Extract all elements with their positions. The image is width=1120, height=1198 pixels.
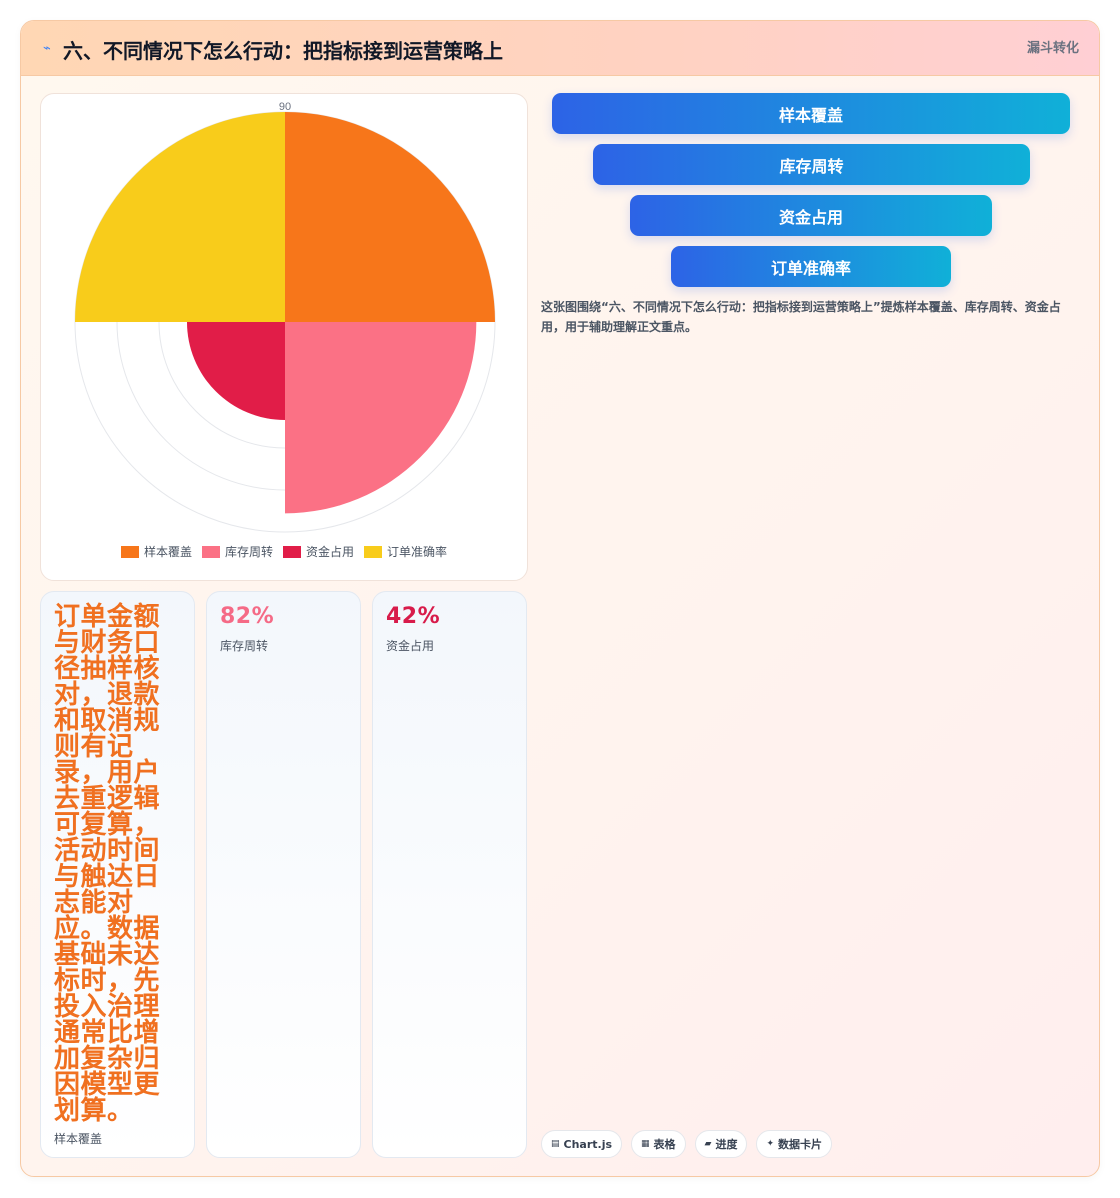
stat-card-capital-occupation: 42% 资金占用 <box>372 591 527 1158</box>
funnel-step-3: 资金占用 <box>630 195 992 236</box>
tag-chartjs[interactable]: ▤ Chart.js <box>541 1130 623 1158</box>
tag-progress[interactable]: ▰ 进度 <box>694 1130 748 1158</box>
trend-line-icon: ⌁ <box>43 41 51 56</box>
funnel-step-4: 订单准确率 <box>671 246 951 287</box>
legend-swatch <box>201 545 220 558</box>
chart-icon: ▤ <box>551 1139 560 1149</box>
stat-card-value: 82% <box>220 604 275 629</box>
tag-label: 进度 <box>715 1138 738 1151</box>
polar-wedge-4[interactable] <box>75 112 285 322</box>
stat-card-label: 库存周转 <box>220 639 269 653</box>
legend-label: 订单准确率 <box>387 545 448 559</box>
legend-label: 资金占用 <box>306 545 355 559</box>
tag-label: Chart.js <box>563 1137 613 1151</box>
section-header: ⌁ 六、不同情况下怎么行动：把指标接到运营策略上 漏斗转化 <box>21 21 1099 76</box>
section-title: 六、不同情况下怎么行动：把指标接到运营策略上 <box>63 39 503 63</box>
legend-swatch <box>120 545 139 558</box>
stat-card-value: 42% <box>386 604 441 629</box>
legend-label: 库存周转 <box>224 545 273 559</box>
polar-wedge-2[interactable] <box>285 322 477 514</box>
tag-label: 表格 <box>653 1138 676 1151</box>
funnel-step-2: 库存周转 <box>593 144 1030 185</box>
tag-data-card[interactable]: ✦ 数据卡片 <box>756 1130 833 1158</box>
polar-area-chart: 90 样本覆盖 库存周转 资金占用 订单准确率 <box>40 93 528 581</box>
funnel-step-1: 样本覆盖 <box>552 93 1070 134</box>
legend-item[interactable]: 资金占用 <box>283 543 354 560</box>
chart-type-tag: 漏斗转化 <box>1026 41 1079 56</box>
legend-swatch <box>364 545 383 558</box>
polar-area-svg: 90 <box>74 101 496 533</box>
legend-label: 样本覆盖 <box>143 545 192 559</box>
stat-card-value: 订单金额与财务口径抽样核对，退款和取消规则有记录，用户去重逻辑可复算，活动时间与… <box>54 602 161 1126</box>
data-card-icon: ✦ <box>766 1139 775 1149</box>
legend-swatch <box>283 545 301 558</box>
progress-icon: ▰ <box>704 1139 712 1149</box>
main-card: ⌁ 六、不同情况下怎么行动：把指标接到运营策略上 漏斗转化 90 样本覆盖库存周… <box>20 20 1100 1177</box>
table-icon: ▦ <box>641 1139 650 1149</box>
stat-card-label: 资金占用 <box>386 639 435 653</box>
polar-wedge-1[interactable] <box>285 112 495 322</box>
tag-label: 数据卡片 <box>778 1138 823 1151</box>
chart-description: 这张图围绕“六、不同情况下怎么行动：把指标接到运营策略上”提炼样本覆盖、库存周转… <box>541 300 1061 334</box>
legend-item[interactable]: 样本覆盖 <box>120 543 192 560</box>
stat-card-label: 样本覆盖 <box>54 1132 103 1146</box>
tag-list: ▤ Chart.js ▦ 表格 ▰ 进度 ✦ 数据卡片 <box>541 1130 833 1158</box>
stat-card-inventory-turnover: 82% 库存周转 <box>206 591 361 1158</box>
polar-wedge-3[interactable] <box>187 322 285 420</box>
chart-legend: 样本覆盖 库存周转 资金占用 订单准确率 <box>41 543 527 560</box>
radial-tick-label: 90 <box>279 101 291 113</box>
legend-item[interactable]: 订单准确率 <box>364 543 447 560</box>
tag-table[interactable]: ▦ 表格 <box>631 1130 686 1158</box>
stat-card-sample-coverage: 订单金额与财务口径抽样核对，退款和取消规则有记录，用户去重逻辑可复算，活动时间与… <box>40 591 195 1158</box>
legend-item[interactable]: 库存周转 <box>201 543 273 560</box>
